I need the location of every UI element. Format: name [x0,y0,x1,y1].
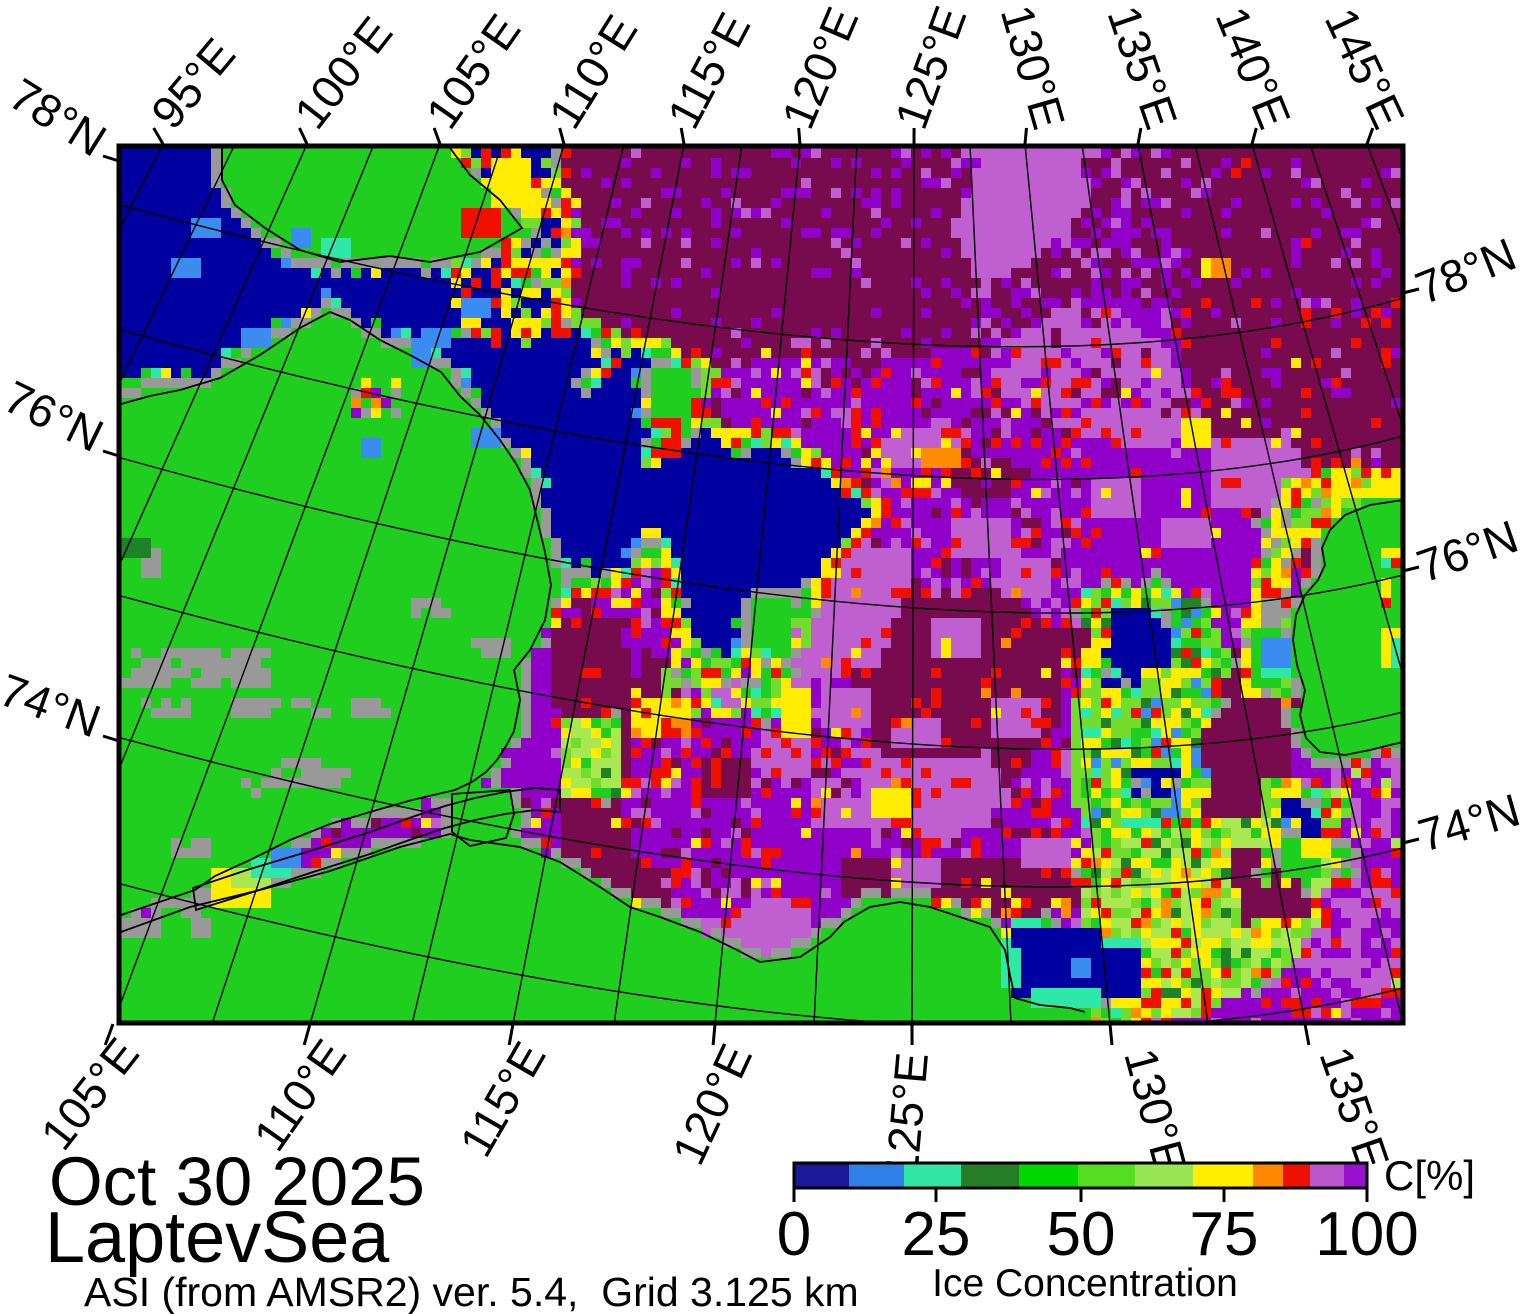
svg-text:76°N: 76°N [0,370,111,462]
svg-text:50: 50 [1047,1200,1116,1269]
svg-text:76°N: 76°N [1410,510,1524,593]
svg-text:130°E: 130°E [1114,1043,1197,1178]
svg-text:74°N: 74°N [1412,783,1525,861]
svg-text:145°E: 145°E [1315,0,1415,136]
svg-text:130°E: 130°E [991,0,1076,135]
svg-text:135°E: 135°E [1098,0,1188,135]
svg-text:78°N: 78°N [1408,228,1523,315]
svg-text:110°E: 110°E [243,1030,356,1160]
svg-text:25: 25 [902,1200,971,1269]
svg-text:110°E: 110°E [538,6,647,137]
svg-text:120°E: 120°E [662,1036,762,1172]
svg-text:LaptevSea: LaptevSea [45,1198,390,1278]
svg-text:78°N: 78°N [1,68,116,167]
svg-text:120°E: 120°E [771,0,868,136]
svg-text:115°E: 115°E [657,4,760,137]
svg-text:105°E: 105°E [30,1028,148,1159]
svg-text:140°E: 140°E [1206,0,1301,136]
svg-text:Oct 30 2025: Oct 30 2025 [49,1143,425,1220]
svg-text:75: 75 [1190,1200,1259,1269]
svg-text:0: 0 [777,1200,811,1269]
svg-text:125°E: 125°E [875,1050,938,1180]
svg-text:100°E: 100°E [284,7,402,138]
svg-text:Ice Concentration: Ice Concentration [932,1262,1238,1305]
svg-text:125°E: 125°E [885,0,977,135]
svg-text:100: 100 [1315,1200,1418,1269]
svg-text:C[%]: C[%] [1384,1152,1475,1199]
svg-text:95°E: 95°E [141,28,245,138]
svg-text:ASI (from AMSR2) ver. 5.4, Gr: ASI (from AMSR2) ver. 5.4, Grid 3.125 km [84,1269,859,1314]
svg-text:115°E: 115°E [449,1033,555,1165]
svg-text:74°N: 74°N [0,663,107,747]
svg-text:105°E: 105°E [416,5,531,138]
